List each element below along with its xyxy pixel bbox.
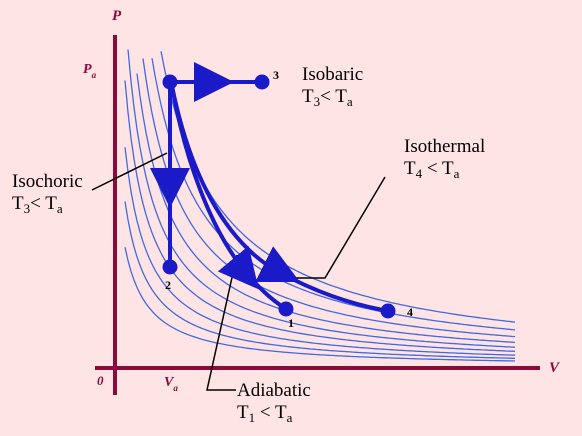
isotherm-curve — [124, 201, 515, 359]
isochoric-condition: T3< Ta — [12, 193, 63, 216]
isothermal-arrow — [255, 246, 300, 282]
isotherm-curve — [127, 49, 516, 348]
p-axis-label: P — [112, 8, 122, 24]
isothermal-annotation: Isothermal T4 < Ta — [404, 136, 485, 185]
isotherm-curve — [124, 80, 516, 352]
state-point-1 — [278, 301, 294, 317]
isotherm-curve — [142, 58, 516, 338]
point-label-1: 1 — [288, 316, 294, 330]
state-point-2 — [162, 259, 178, 275]
isobaric-title: Isobaric — [302, 64, 364, 85]
pa-label: Pa — [83, 62, 97, 80]
isochoric-annotation: Isochoric T3< Ta — [12, 171, 83, 220]
point-label-4: 4 — [407, 305, 413, 319]
isothermal-leader — [278, 176, 386, 279]
isothermal-condition: T4 < Ta — [404, 158, 460, 181]
adiabatic-arrow — [217, 245, 259, 290]
isothermal-title: Isothermal — [404, 136, 486, 157]
state-point-a — [162, 74, 178, 90]
isotherm-curve — [160, 51, 516, 323]
adiabatic-condition: T1 < Ta — [237, 402, 293, 425]
va-label: Va — [164, 375, 178, 393]
isotherm-curve — [124, 247, 516, 362]
isochoric-leader — [91, 152, 168, 191]
adiabatic-annotation: Adiabatic T1 < Ta — [237, 380, 311, 429]
isotherm-curves — [124, 49, 516, 362]
point-label-2: 2 — [165, 278, 171, 292]
isotherm-curve — [136, 73, 516, 344]
isotherm-curve — [124, 147, 516, 356]
origin-label: 0 — [97, 373, 104, 388]
adiabatic-process — [170, 85, 288, 311]
state-point-3 — [254, 74, 270, 90]
adiabatic-leader — [206, 254, 238, 391]
point-label-3: 3 — [273, 68, 279, 82]
state-point-4 — [380, 303, 396, 319]
v-axis-label: V — [549, 360, 560, 376]
isochoric-title: Isochoric — [12, 171, 83, 192]
isobaric-condition: T3< Ta — [302, 86, 353, 109]
adiabatic-title: Adiabatic — [237, 380, 311, 401]
isotherm-curve — [151, 58, 516, 331]
isobaric-annotation: Isobaric T3< Ta — [302, 64, 363, 113]
